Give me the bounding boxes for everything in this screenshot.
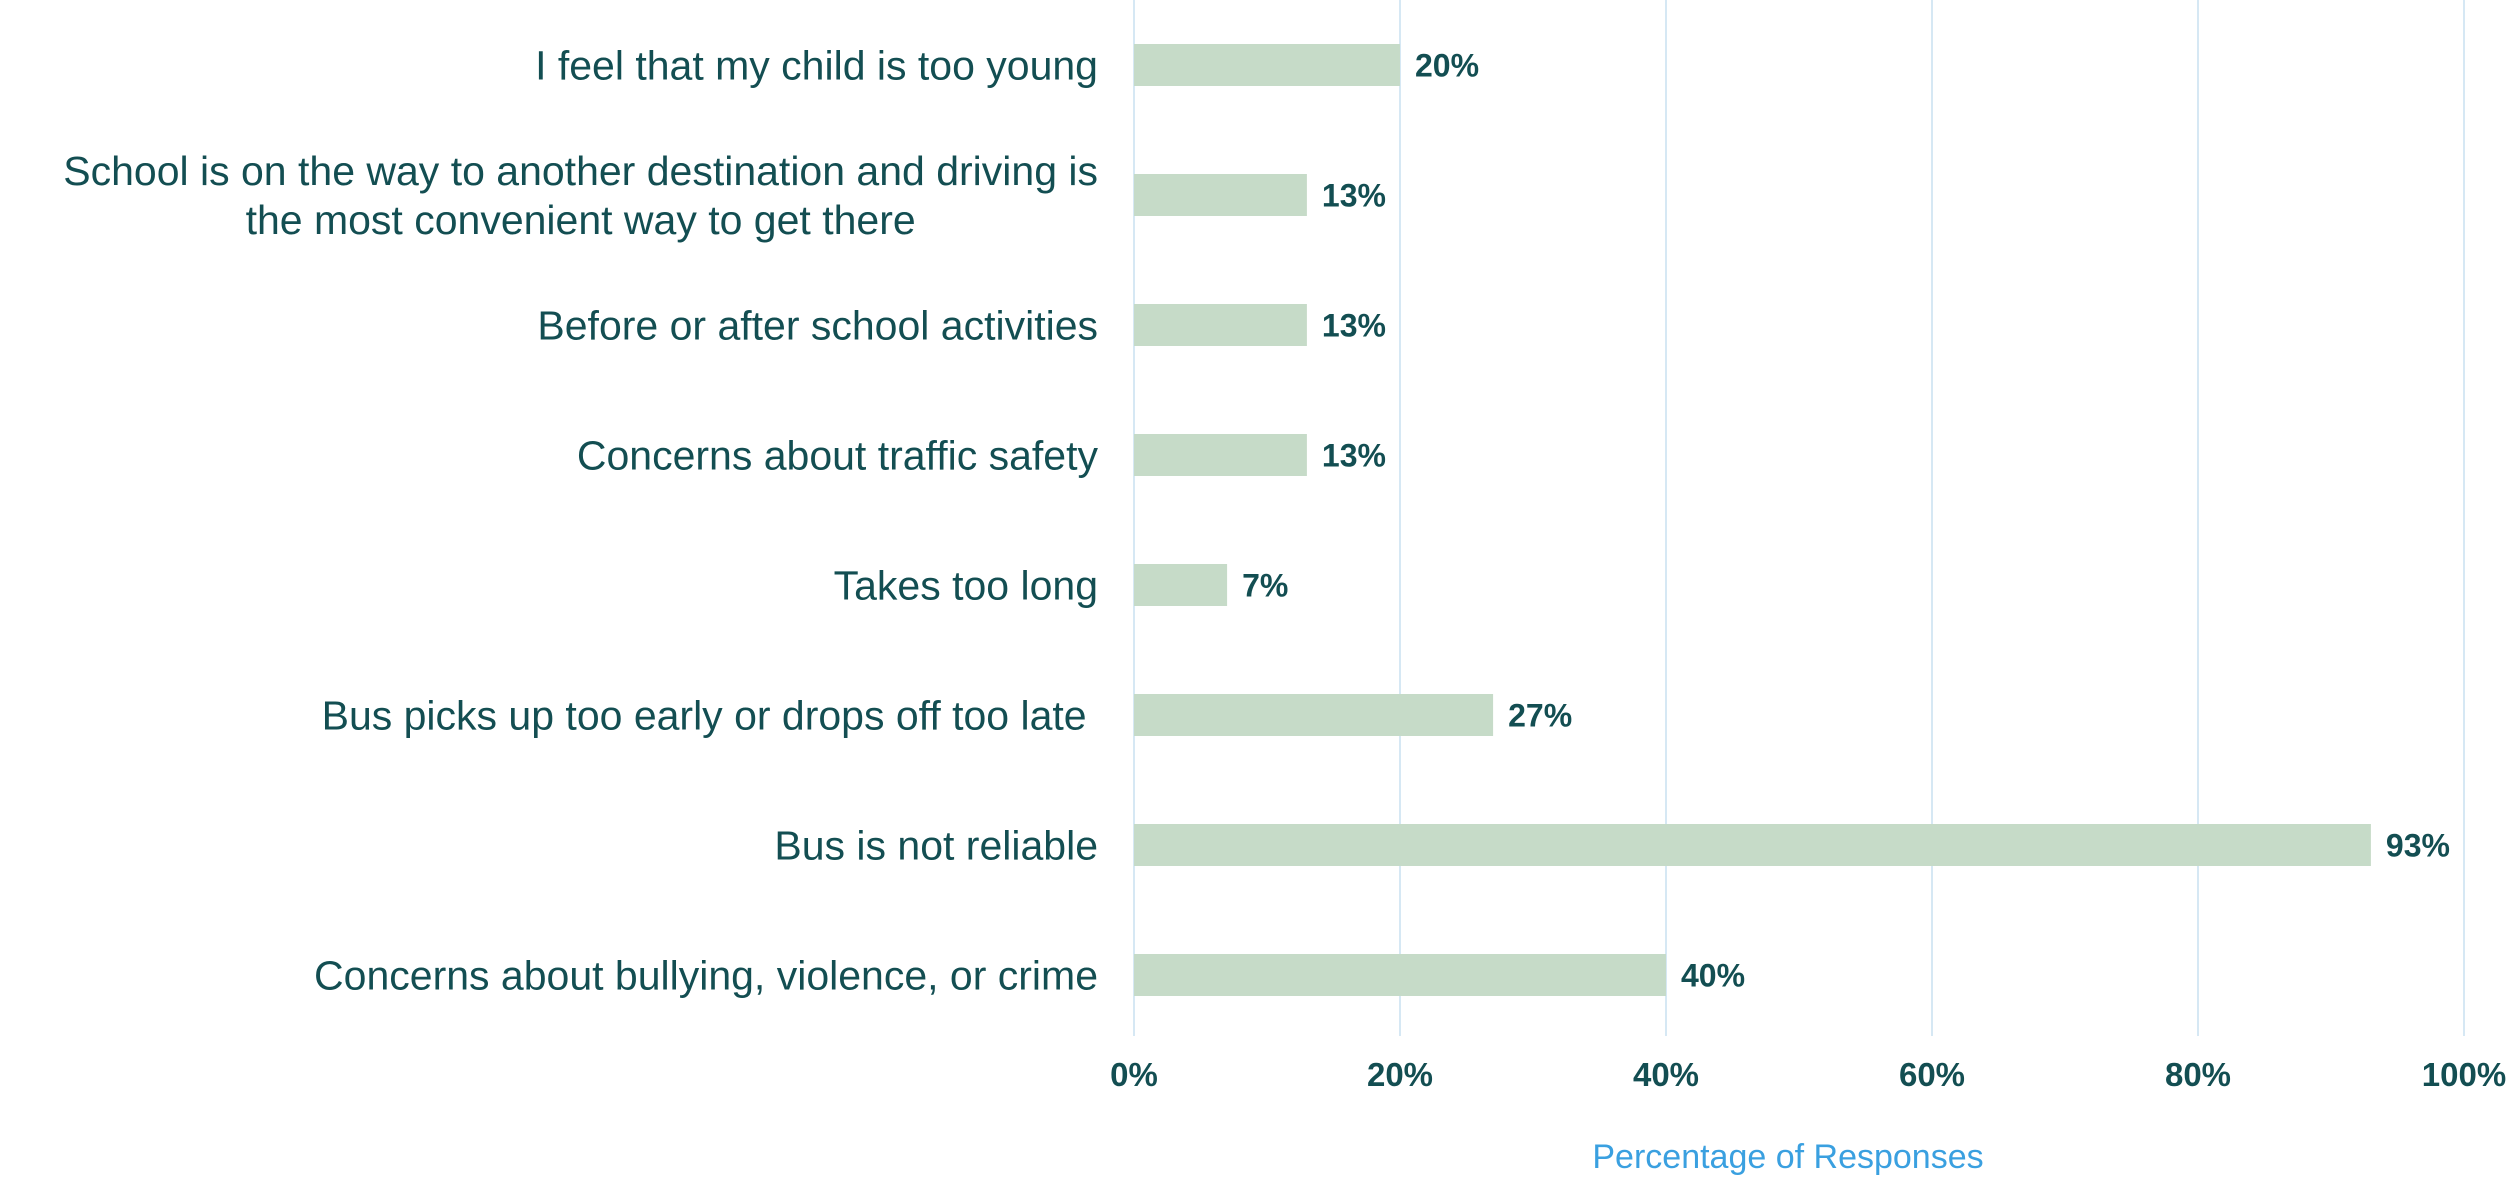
bar	[1134, 44, 1400, 86]
bar	[1134, 954, 1666, 996]
bar	[1134, 434, 1307, 476]
category-label: Concerns about bullying, violence, or cr…	[314, 952, 1098, 998]
bar	[1134, 174, 1307, 216]
category-label: Takes too long	[834, 562, 1098, 608]
bar-value-label: 20%	[1415, 48, 1479, 84]
category-label: Concerns about traffic safety	[577, 432, 1099, 478]
x-axis-title: Percentage of Responses	[1592, 1138, 1983, 1176]
category-label: School is on the way to another destinat…	[63, 148, 1098, 243]
bar	[1134, 564, 1228, 606]
x-tick-label: 0%	[1110, 1056, 1158, 1093]
bar	[1134, 304, 1307, 346]
bar-value-label: 13%	[1322, 308, 1386, 344]
category-labels: I feel that my child is too young School …	[63, 42, 1098, 998]
x-tick-label: 60%	[1899, 1056, 1965, 1093]
bars	[1134, 44, 2371, 996]
bar-value-label: 13%	[1322, 178, 1386, 214]
x-tick-label: 20%	[1367, 1056, 1433, 1093]
bar-value-label: 13%	[1322, 438, 1386, 474]
x-tick-labels: 0% 20% 40% 60% 80% 100%	[1110, 1056, 2506, 1093]
bar	[1134, 694, 1494, 736]
bar	[1134, 824, 2371, 866]
category-label: Bus picks up too early or drops off too …	[322, 692, 1098, 738]
gridlines	[1133, 0, 2465, 1036]
category-label: Bus is not reliable	[774, 822, 1098, 868]
value-labels: 20% 13% 13% 13% 7% 27% 93% 40%	[1242, 48, 2450, 994]
bar-value-label: 7%	[1242, 568, 1288, 604]
bar-value-label: 93%	[2386, 828, 2450, 864]
x-tick-label: 80%	[2165, 1056, 2231, 1093]
bar-value-label: 27%	[1508, 698, 1572, 734]
category-label: I feel that my child is too young	[535, 42, 1098, 88]
category-label: Before or after school activities	[537, 302, 1098, 348]
x-tick-label: 100%	[2422, 1056, 2506, 1093]
x-tick-label: 40%	[1633, 1056, 1699, 1093]
bar-value-label: 40%	[1681, 958, 1745, 994]
